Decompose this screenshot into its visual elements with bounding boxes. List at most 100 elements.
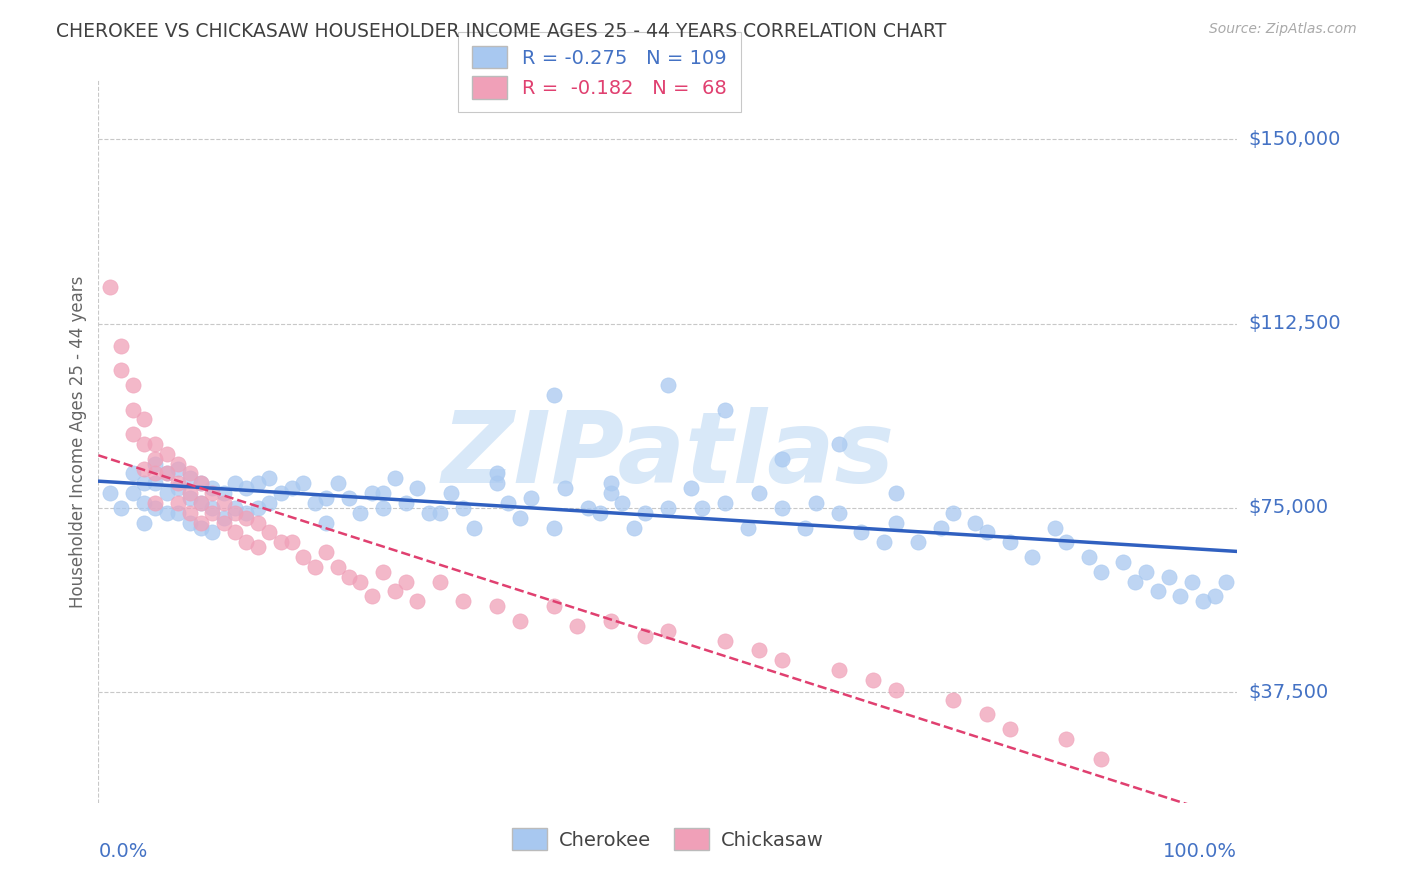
- Point: [1181, 574, 1204, 589]
- Point: [679, 481, 702, 495]
- Point: [110, 500, 132, 515]
- Point: [976, 525, 998, 540]
- Point: [976, 707, 998, 722]
- Point: [828, 506, 851, 520]
- Point: [429, 574, 451, 589]
- Point: [793, 520, 815, 534]
- Point: [292, 476, 315, 491]
- Point: [451, 500, 474, 515]
- Point: [201, 481, 224, 495]
- Point: [1215, 574, 1237, 589]
- Point: [1112, 555, 1135, 569]
- Point: [98, 486, 121, 500]
- Point: [714, 633, 737, 648]
- Point: [259, 525, 281, 540]
- Point: [132, 412, 155, 426]
- Point: [304, 560, 326, 574]
- Point: [337, 570, 360, 584]
- Point: [371, 565, 394, 579]
- Point: [588, 506, 610, 520]
- Point: [179, 471, 201, 485]
- Point: [259, 496, 281, 510]
- Point: [600, 486, 623, 500]
- Point: [167, 476, 190, 491]
- Text: $37,500: $37,500: [1249, 682, 1329, 702]
- Point: [167, 461, 190, 475]
- Point: [235, 510, 257, 524]
- Point: [440, 486, 463, 500]
- Point: [190, 496, 212, 510]
- Point: [235, 481, 257, 495]
- Point: [486, 476, 509, 491]
- Point: [828, 437, 851, 451]
- Point: [714, 496, 737, 510]
- Point: [634, 506, 657, 520]
- Point: [1204, 590, 1226, 604]
- Point: [190, 476, 212, 491]
- Point: [224, 525, 246, 540]
- Point: [98, 279, 121, 293]
- Text: Source: ZipAtlas.com: Source: ZipAtlas.com: [1209, 22, 1357, 37]
- Y-axis label: Householder Income Ages 25 - 44 years: Householder Income Ages 25 - 44 years: [69, 276, 87, 607]
- Point: [349, 506, 371, 520]
- Point: [770, 500, 793, 515]
- Point: [360, 486, 382, 500]
- Point: [543, 520, 565, 534]
- Point: [463, 520, 485, 534]
- Point: [121, 378, 143, 392]
- Point: [212, 486, 235, 500]
- Point: [384, 471, 406, 485]
- Point: [156, 486, 179, 500]
- Point: [1135, 565, 1157, 579]
- Point: [259, 471, 281, 485]
- Point: [246, 540, 269, 554]
- Point: [167, 481, 190, 495]
- Point: [1054, 731, 1078, 746]
- Point: [600, 476, 623, 491]
- Point: [737, 520, 759, 534]
- Point: [770, 451, 793, 466]
- Point: [132, 496, 155, 510]
- Point: [770, 653, 793, 667]
- Point: [212, 496, 235, 510]
- Point: [942, 506, 965, 520]
- Point: [543, 599, 565, 614]
- Point: [451, 594, 474, 608]
- Point: [1170, 590, 1192, 604]
- Point: [1090, 751, 1112, 765]
- Point: [486, 599, 509, 614]
- Point: [132, 476, 155, 491]
- Point: [179, 516, 201, 530]
- Point: [395, 496, 418, 510]
- Point: [156, 467, 179, 481]
- Point: [246, 500, 269, 515]
- Point: [884, 682, 907, 697]
- Text: $75,000: $75,000: [1249, 499, 1329, 517]
- Point: [1043, 520, 1066, 534]
- Point: [190, 520, 212, 534]
- Point: [121, 402, 143, 417]
- Point: [179, 491, 201, 505]
- Point: [862, 673, 884, 687]
- Point: [486, 467, 509, 481]
- Point: [315, 491, 337, 505]
- Point: [576, 500, 599, 515]
- Point: [509, 614, 531, 628]
- Point: [224, 500, 246, 515]
- Point: [145, 467, 167, 481]
- Point: [145, 476, 167, 491]
- Point: [418, 506, 440, 520]
- Point: [270, 486, 292, 500]
- Point: [1090, 565, 1112, 579]
- Point: [167, 457, 190, 471]
- Point: [509, 510, 531, 524]
- Point: [657, 624, 679, 638]
- Point: [600, 614, 623, 628]
- Point: [167, 506, 190, 520]
- Point: [224, 476, 246, 491]
- Point: [406, 594, 429, 608]
- Point: [1192, 594, 1215, 608]
- Point: [156, 506, 179, 520]
- Point: [201, 486, 224, 500]
- Point: [145, 500, 167, 515]
